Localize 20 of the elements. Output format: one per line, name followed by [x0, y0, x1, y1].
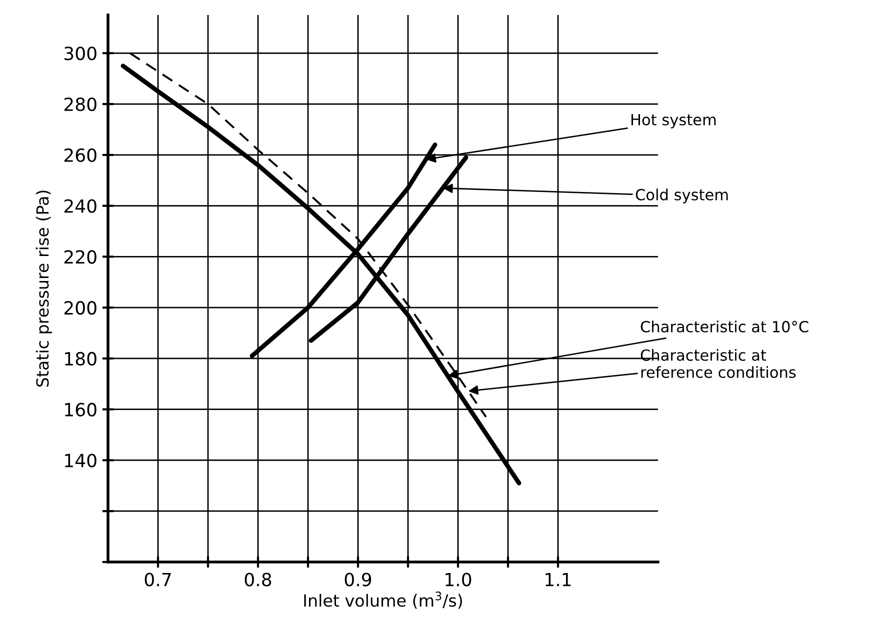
y-tick-label: 220: [64, 250, 96, 264]
text: Hot system: [632, 114, 716, 128]
y-tick-label: 140: [65, 454, 96, 468]
x-tick-label: 1.0: [446, 572, 472, 586]
x-tick-label: 0.8: [244, 572, 272, 586]
y-tick-label: 200: [64, 301, 96, 315]
y-tick-label: 160: [65, 402, 96, 416]
text: Cold system: [636, 188, 728, 204]
y-tick-label: 280: [64, 98, 96, 112]
y-tick-label: 260: [64, 148, 96, 162]
y-tick-label: 300: [64, 46, 96, 60]
y-axis-title: Static pressure rise (Pa): [36, 190, 52, 387]
y-tick-label: 240: [64, 199, 96, 213]
x-axis-title: Inlet volume (m$^{3}$/s): [304, 592, 462, 609]
text: Characteristic at reference conditions: [640, 349, 796, 378]
text: Characteristic at 10°C: [640, 320, 808, 332]
x-tick-label: 0.9: [344, 572, 372, 586]
y-tick-label: 180: [65, 352, 96, 366]
x-tick-label: 0.7: [144, 572, 171, 586]
x-tick-label: 1.1: [546, 572, 571, 586]
